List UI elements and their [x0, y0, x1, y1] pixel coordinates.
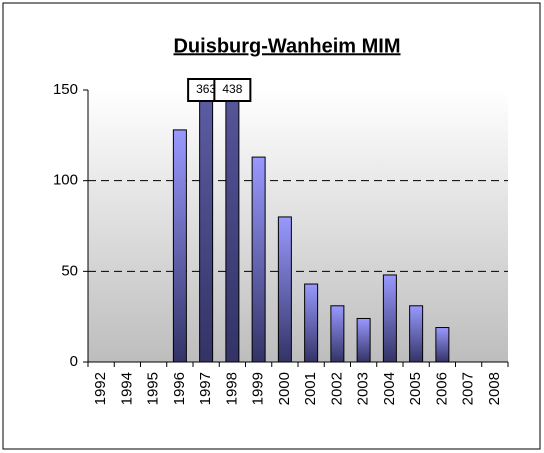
x-tick-label: 1992	[92, 372, 109, 405]
data-label: 438	[222, 82, 242, 96]
x-tick-label: 1998	[223, 372, 240, 405]
x-tick-label: 1999	[250, 372, 267, 405]
y-tick-label: 100	[53, 172, 78, 189]
chart-title: Duisburg-Wanheim MIM	[173, 35, 400, 57]
x-tick-label: 2000	[276, 372, 293, 405]
bar	[330, 305, 345, 362]
data-label-box	[213, 78, 252, 102]
x-tick-label: 2007	[460, 372, 477, 405]
y-tick-label: 50	[61, 262, 78, 279]
x-tick-label: 2002	[328, 372, 345, 405]
data-label: 363	[196, 82, 216, 96]
bar	[304, 283, 319, 362]
bar	[172, 129, 187, 362]
x-tick-label: 2004	[381, 372, 398, 405]
x-tick-label: 1995	[145, 372, 162, 405]
x-tick-label: 1996	[171, 372, 188, 405]
y-tick-label: 150	[53, 81, 78, 98]
x-tick-label: 1997	[197, 372, 214, 405]
bar	[199, 90, 214, 362]
bar	[277, 216, 292, 362]
plot-area	[88, 90, 508, 362]
x-tick-label: 2003	[355, 372, 372, 405]
bar	[251, 156, 266, 362]
bar	[225, 90, 240, 362]
x-tick-label: 1994	[118, 372, 135, 405]
x-tick-label: 2001	[302, 372, 319, 405]
x-tick-label: 2005	[407, 372, 424, 405]
bar	[409, 305, 424, 362]
x-tick-label: 2006	[433, 372, 450, 405]
bar	[356, 317, 371, 362]
y-tick-label: 0	[70, 353, 78, 370]
bar	[382, 274, 397, 362]
bar	[435, 327, 450, 362]
x-tick-label: 2008	[486, 372, 503, 405]
